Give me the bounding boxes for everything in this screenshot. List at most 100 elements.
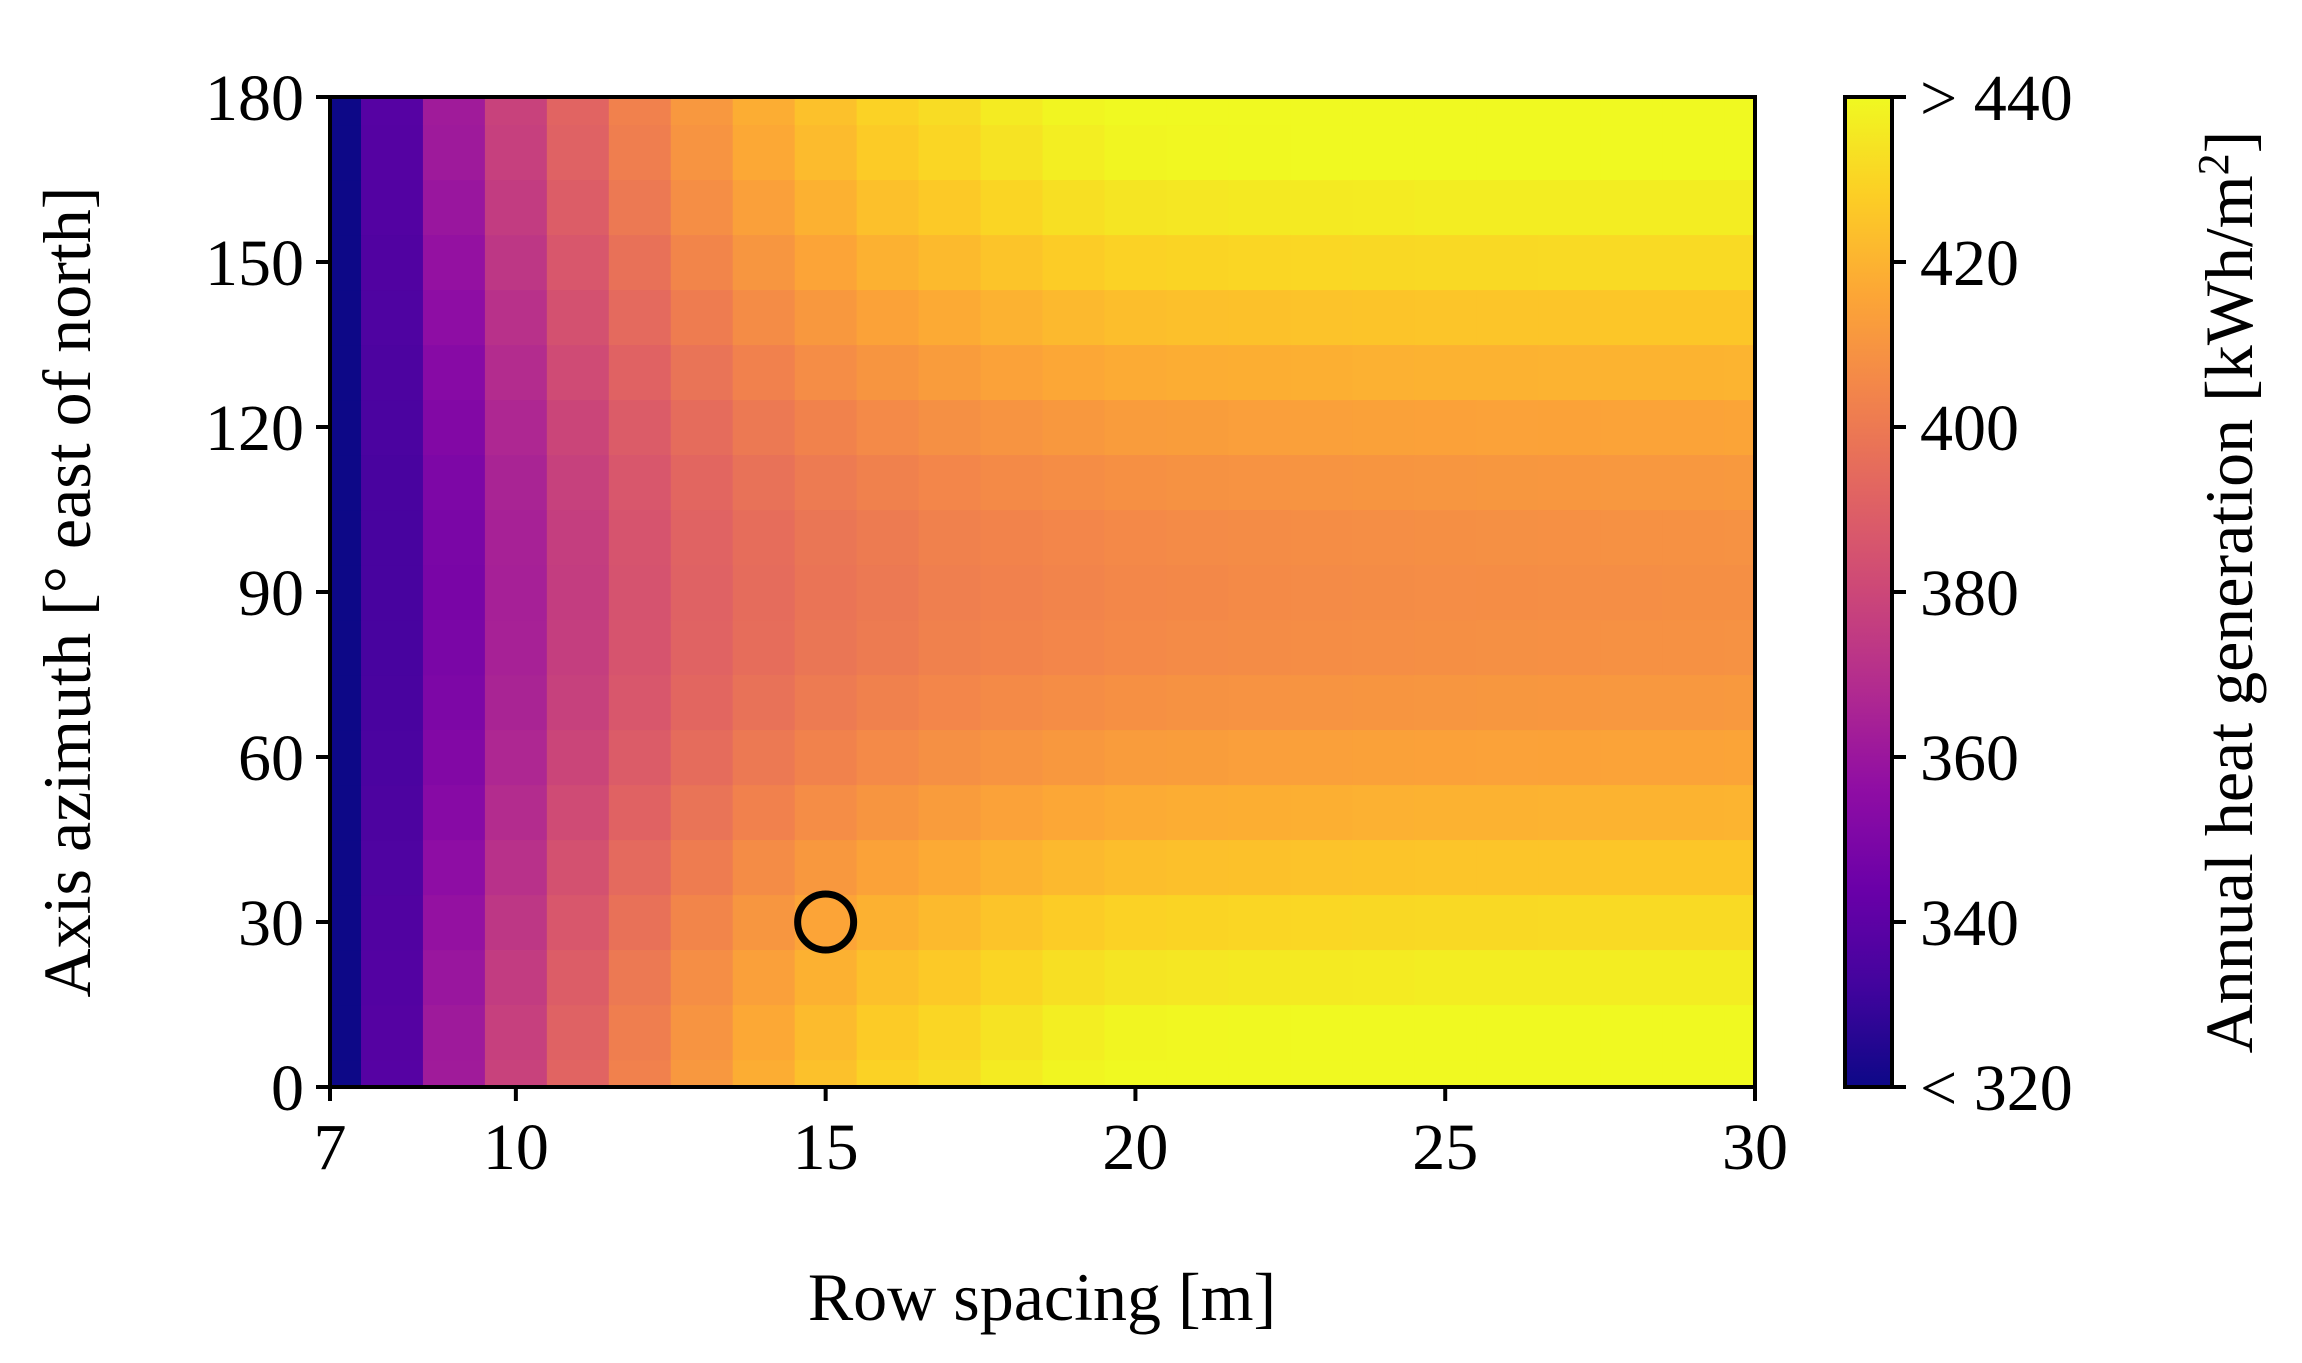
heatmap-cell <box>1662 619 1725 676</box>
heatmap-cell <box>1352 399 1415 456</box>
heatmap-cell <box>360 97 424 126</box>
heatmap-cell <box>1104 564 1168 621</box>
heatmap-cell <box>1538 344 1601 401</box>
heatmap-cell <box>856 839 920 896</box>
heatmap-cell <box>1476 344 1539 401</box>
heatmap-cell <box>1724 894 1756 951</box>
heatmap-cell <box>330 949 362 1006</box>
heatmap-cell <box>1414 399 1477 456</box>
heatmap-cell <box>1290 619 1353 676</box>
heatmap-cell <box>794 674 858 731</box>
colorbar-gradient <box>1845 97 1892 1087</box>
heatmap-cell <box>1662 289 1725 346</box>
heatmap-cell <box>1228 949 1291 1006</box>
heatmap-cell <box>608 344 672 401</box>
heatmap-cell <box>980 949 1044 1006</box>
heatmap-cell <box>1290 97 1353 126</box>
heatmap-cell <box>1104 97 1168 126</box>
heatmap-cell <box>1414 509 1477 566</box>
heatmap-cell <box>794 1059 858 1088</box>
heatmap-cell <box>980 619 1044 676</box>
heatmap-cell <box>1228 674 1291 731</box>
heatmap-cell <box>732 564 796 621</box>
heatmap-cell <box>484 949 548 1006</box>
heatmap-cell <box>1414 344 1477 401</box>
heatmap-cell <box>330 1004 362 1061</box>
heatmap-cell <box>422 784 486 841</box>
heatmap-cell <box>1228 564 1291 621</box>
heatmap-cell <box>1104 949 1168 1006</box>
heatmap-cell <box>1662 344 1725 401</box>
heatmap-cell <box>1228 454 1291 511</box>
colorbar-ticks: < 320 340 360 380 400 420 > 440 <box>1892 62 2073 1125</box>
heatmap-cell <box>1166 234 1229 291</box>
heatmap-cell <box>1042 674 1106 731</box>
heatmap-cell <box>484 839 548 896</box>
heatmap-cell <box>1290 124 1353 181</box>
heatmap-cell <box>484 674 548 731</box>
heatmap-cell <box>670 399 734 456</box>
heatmap-cell <box>1414 564 1477 621</box>
heatmap-cell <box>1228 344 1291 401</box>
heatmap-cell <box>980 179 1044 236</box>
heatmap-cell <box>1290 454 1353 511</box>
heatmap-cell <box>1662 399 1725 456</box>
heatmap-cell <box>918 234 982 291</box>
heatmap-cell <box>360 509 424 566</box>
heatmap-cell <box>330 399 362 456</box>
heatmap-cell <box>1290 564 1353 621</box>
heatmap-cell <box>1414 124 1477 181</box>
heatmap-cell <box>484 179 548 236</box>
heatmap-cell <box>1662 97 1725 126</box>
x-tick-label: 10 <box>483 1111 549 1184</box>
heatmap-cell <box>1724 949 1756 1006</box>
heatmap-cell <box>856 784 920 841</box>
heatmap-cell <box>484 234 548 291</box>
heatmap-cell <box>1166 344 1229 401</box>
heatmap-cell <box>732 97 796 126</box>
heatmap-cell <box>794 399 858 456</box>
heatmap-cell <box>1166 894 1229 951</box>
heatmap-cell <box>360 784 424 841</box>
heatmap-cell <box>608 949 672 1006</box>
heatmap-cell <box>422 179 486 236</box>
heatmap-cell <box>1724 509 1756 566</box>
heatmap-cell <box>330 509 362 566</box>
heatmap-cell <box>422 344 486 401</box>
heatmap-cell <box>422 949 486 1006</box>
heatmap-cell <box>1414 949 1477 1006</box>
x-tick-label: 15 <box>793 1111 859 1184</box>
heatmap-cell <box>1228 509 1291 566</box>
heatmap-cell <box>670 179 734 236</box>
heatmap-cell <box>1476 564 1539 621</box>
heatmap-cell <box>608 839 672 896</box>
heatmap-cell <box>330 234 362 291</box>
heatmap-cell <box>1042 399 1106 456</box>
heatmap-cell <box>732 949 796 1006</box>
heatmap-cell <box>918 289 982 346</box>
heatmap-cell <box>670 1059 734 1088</box>
heatmap-cell <box>856 509 920 566</box>
heatmap-cell <box>732 729 796 786</box>
heatmap-cell <box>1042 454 1106 511</box>
heatmap-cell <box>1166 399 1229 456</box>
heatmap-cell <box>484 729 548 786</box>
heatmap-cell <box>422 97 486 126</box>
heatmap-cell <box>1662 839 1725 896</box>
heatmap-cell <box>422 1059 486 1088</box>
heatmap-cell <box>794 454 858 511</box>
heatmap-cell <box>1228 784 1291 841</box>
y-tick-label: 150 <box>205 227 304 300</box>
heatmap-cell <box>1104 289 1168 346</box>
heatmap-cell <box>1352 564 1415 621</box>
heatmap-cell <box>670 674 734 731</box>
heatmap-cell <box>980 1004 1044 1061</box>
heatmap-cell <box>1724 124 1756 181</box>
heatmap-cell <box>1538 124 1601 181</box>
heatmap-cell <box>1104 894 1168 951</box>
heatmap-cell <box>608 124 672 181</box>
heatmap-cell <box>1538 289 1601 346</box>
heatmap-cell <box>1352 839 1415 896</box>
heatmap-cell <box>484 564 548 621</box>
heatmap-cell <box>484 619 548 676</box>
